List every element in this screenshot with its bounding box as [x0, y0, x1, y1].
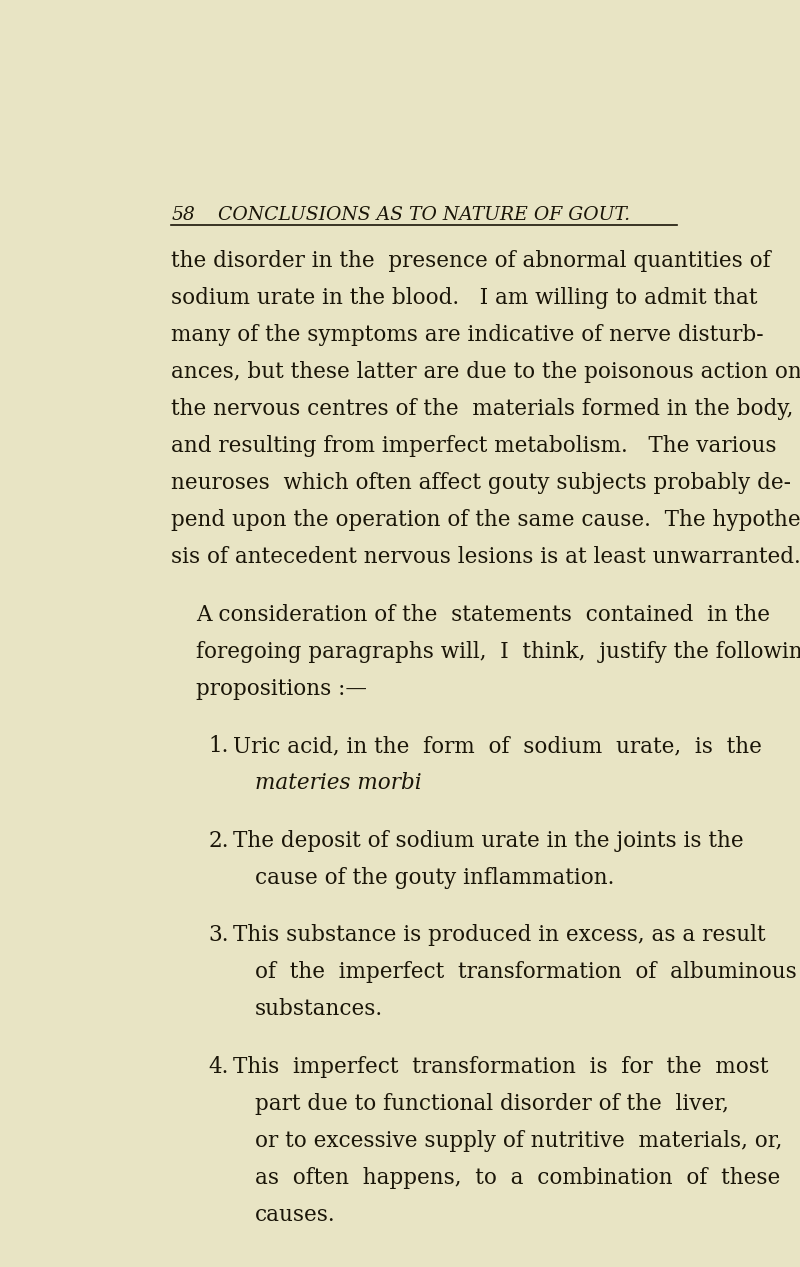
Text: Uric acid, in the  form  of  sodium  urate,  is  the: Uric acid, in the form of sodium urate, … [234, 735, 762, 758]
Text: and resulting from imperfect metabolism.   The various: and resulting from imperfect metabolism.… [171, 435, 777, 457]
Text: CONCLUSIONS AS TO NATURE OF GOUT.: CONCLUSIONS AS TO NATURE OF GOUT. [218, 205, 630, 224]
Text: substances.: substances. [255, 998, 383, 1020]
Text: 3.: 3. [209, 925, 229, 946]
Text: 1.: 1. [209, 735, 229, 758]
Text: ances, but these latter are due to the poisonous action on: ances, but these latter are due to the p… [171, 361, 800, 383]
Text: as  often  happens,  to  a  combination  of  these: as often happens, to a combination of th… [255, 1167, 780, 1190]
Text: This  imperfect  transformation  is  for  the  most: This imperfect transformation is for the… [234, 1055, 769, 1078]
Text: materies morbi: materies morbi [255, 773, 422, 794]
Text: many of the symptoms are indicative of nerve disturb-: many of the symptoms are indicative of n… [171, 324, 764, 346]
Text: pend upon the operation of the same cause.  The hypothe-: pend upon the operation of the same caus… [171, 509, 800, 531]
Text: propositions :—: propositions :— [196, 678, 367, 699]
Text: 2.: 2. [209, 830, 229, 851]
Text: part due to functional disorder of the  liver,: part due to functional disorder of the l… [255, 1093, 729, 1115]
Text: 58: 58 [171, 205, 195, 224]
Text: the disorder in the  presence of abnormal quantities of: the disorder in the presence of abnormal… [171, 250, 771, 271]
Text: sodium urate in the blood.   I am willing to admit that: sodium urate in the blood. I am willing … [171, 286, 758, 309]
Text: cause of the gouty inflammation.: cause of the gouty inflammation. [255, 867, 614, 889]
Text: neuroses  which often affect gouty subjects probably de-: neuroses which often affect gouty subjec… [171, 473, 791, 494]
Text: or to excessive supply of nutritive  materials, or,: or to excessive supply of nutritive mate… [255, 1130, 782, 1152]
Text: 4.: 4. [209, 1055, 229, 1078]
Text: of  the  imperfect  transformation  of  albuminous: of the imperfect transformation of album… [255, 962, 797, 983]
Text: the nervous centres of the  materials formed in the body,: the nervous centres of the materials for… [171, 398, 794, 419]
Text: foregoing paragraphs will,  I  think,  justify the following: foregoing paragraphs will, I think, just… [196, 641, 800, 663]
Text: causes.: causes. [255, 1204, 336, 1226]
Text: A consideration of the  statements  contained  in the: A consideration of the statements contai… [196, 603, 770, 626]
Text: sis of antecedent nervous lesions is at least unwarranted.: sis of antecedent nervous lesions is at … [171, 546, 800, 568]
Text: This substance is produced in excess, as a result: This substance is produced in excess, as… [234, 925, 766, 946]
Text: The deposit of sodium urate in the joints is the: The deposit of sodium urate in the joint… [234, 830, 744, 851]
